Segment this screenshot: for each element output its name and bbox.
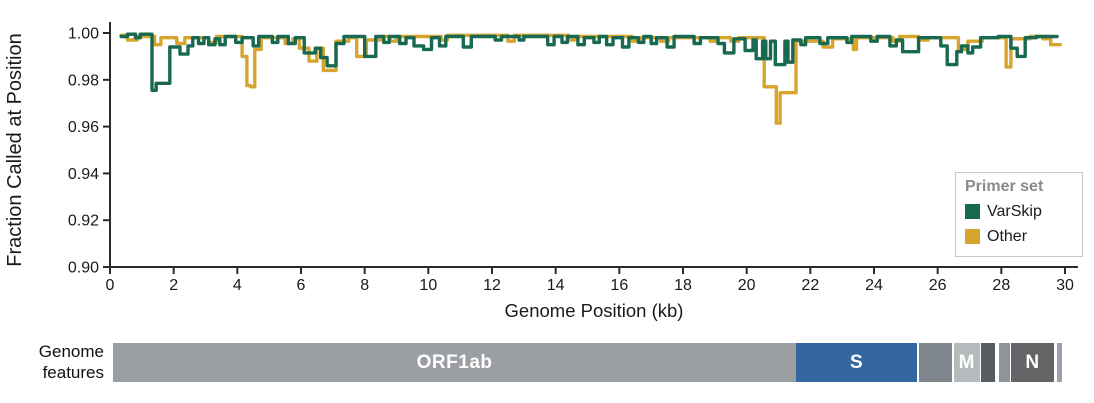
x-tick-label: 10	[419, 277, 437, 294]
feature-segment	[999, 343, 1010, 382]
x-tick-label: 18	[674, 277, 692, 294]
genome-features-track: ORF1ab S M N	[0, 343, 1094, 382]
series-line-varskip	[119, 32, 1059, 92]
feature-segment-label: ORF1ab	[416, 351, 493, 373]
features-label-line2: features	[42, 362, 104, 382]
tick-labels: 1.000.980.960.940.920.900 2 4 6 8 10 12 14 16 18 2…	[68, 26, 1074, 295]
x-tick-label: 12	[483, 277, 501, 294]
legend: Primer set VarSkip Other	[955, 172, 1083, 257]
varskip-color-swatch	[965, 204, 980, 219]
x-tick-label: 30	[1056, 277, 1074, 294]
feature-segment-s: S	[796, 343, 918, 382]
axes	[103, 22, 1078, 274]
series-lines	[119, 32, 1062, 125]
y-tick-label: 0.98	[68, 72, 99, 89]
feature-segment-label: M	[958, 351, 975, 373]
y-tick-label: 0.94	[68, 166, 99, 183]
x-tick-label: 28	[992, 277, 1010, 294]
feature-segment	[919, 343, 953, 382]
legend-title: Primer set	[965, 178, 1044, 195]
x-tick-label: 2	[169, 277, 178, 294]
features-label-line1: Genome	[38, 342, 104, 362]
x-tick-label: 16	[610, 277, 628, 294]
feature-segment-label: N	[1025, 351, 1040, 373]
feature-segment-m: M	[953, 343, 980, 382]
x-tick-label: 4	[233, 277, 242, 294]
coverage-plot: 1.000.980.960.940.920.900 2 4 6 8 10 12 14 16 18 2…	[4, 22, 1078, 321]
feature-segment-label: S	[850, 351, 864, 373]
x-tick-label: 20	[738, 277, 756, 294]
feature-segment-orf1ab: ORF1ab	[113, 343, 796, 382]
legend-item-varskip: VarSkip	[965, 199, 1073, 224]
y-tick-label: 1.00	[68, 26, 99, 43]
feature-segment	[980, 343, 995, 382]
legend-item-other: Other	[965, 224, 1073, 249]
other-color-swatch	[965, 229, 980, 244]
feature-segment	[1056, 343, 1062, 382]
y-tick-label: 0.96	[68, 119, 99, 136]
x-axis-label: Genome Position (kb)	[505, 300, 684, 321]
feature-segment-n: N	[1010, 343, 1055, 382]
x-tick-label: 6	[297, 277, 306, 294]
x-tick-label: 0	[106, 277, 115, 294]
x-tick-label: 26	[929, 277, 947, 294]
legend-item-label: VarSkip	[987, 202, 1042, 220]
x-tick-label: 24	[865, 277, 883, 294]
legend-item-label: Other	[987, 227, 1028, 245]
x-tick-label: 8	[360, 277, 369, 294]
x-tick-label: 14	[547, 277, 565, 294]
features-track-label: Genome features	[0, 342, 104, 382]
y-axis-label: Fraction Called at Position	[4, 33, 26, 266]
x-tick-label: 22	[801, 277, 819, 294]
y-tick-label: 0.92	[68, 213, 99, 230]
y-tick-label: 0.90	[68, 260, 99, 277]
